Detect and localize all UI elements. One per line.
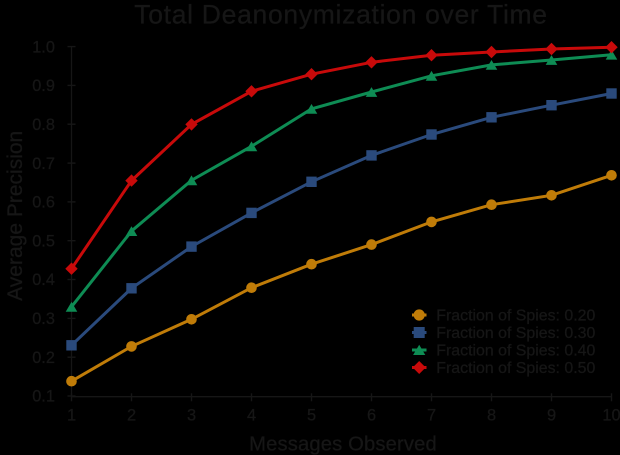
- svg-text:0.3: 0.3: [32, 310, 55, 328]
- svg-text:0.7: 0.7: [32, 155, 55, 173]
- svg-text:0.1: 0.1: [32, 388, 55, 406]
- svg-text:7: 7: [427, 407, 436, 425]
- svg-text:9: 9: [547, 407, 556, 425]
- svg-text:1: 1: [67, 407, 76, 425]
- svg-text:3: 3: [187, 407, 196, 425]
- svg-text:1.0: 1.0: [32, 38, 55, 56]
- svg-text:6: 6: [367, 407, 376, 425]
- svg-text:Fraction of Spies: 0.50: Fraction of Spies: 0.50: [436, 360, 595, 377]
- svg-text:5: 5: [307, 407, 316, 425]
- svg-text:0.2: 0.2: [32, 349, 55, 367]
- svg-text:Fraction of Spies: 0.40: Fraction of Spies: 0.40: [436, 342, 595, 359]
- svg-text:10: 10: [602, 407, 620, 425]
- svg-text:0.6: 0.6: [32, 194, 55, 212]
- svg-text:8: 8: [487, 407, 496, 425]
- svg-text:Fraction of Spies: 0.30: Fraction of Spies: 0.30: [436, 325, 595, 342]
- svg-text:0.9: 0.9: [32, 77, 55, 95]
- svg-text:Messages Observed: Messages Observed: [249, 433, 437, 455]
- svg-text:0.8: 0.8: [32, 116, 55, 134]
- svg-text:Average Precision: Average Precision: [4, 131, 27, 301]
- svg-text:4: 4: [247, 407, 256, 425]
- svg-text:Total Deanonymization over Tim: Total Deanonymization over Time: [134, 0, 548, 29]
- svg-text:0.5: 0.5: [32, 232, 55, 250]
- svg-text:0.4: 0.4: [32, 271, 55, 289]
- svg-text:2: 2: [127, 407, 136, 425]
- svg-text:Fraction of Spies: 0.20: Fraction of Spies: 0.20: [436, 307, 595, 324]
